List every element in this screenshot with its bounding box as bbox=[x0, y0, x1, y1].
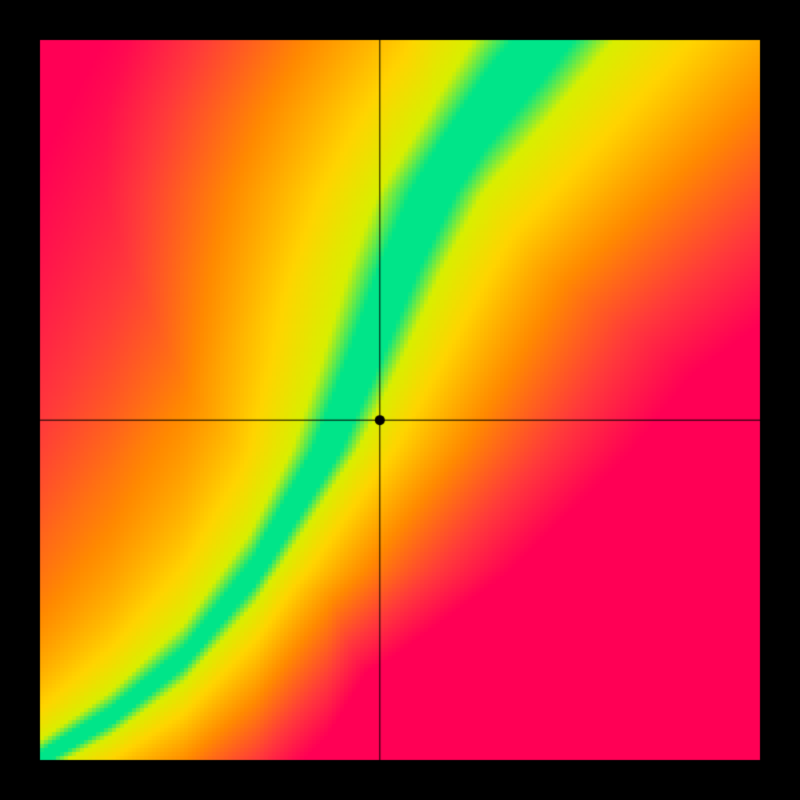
bottleneck-heatmap-canvas bbox=[0, 0, 800, 800]
chart-frame bbox=[0, 0, 800, 800]
